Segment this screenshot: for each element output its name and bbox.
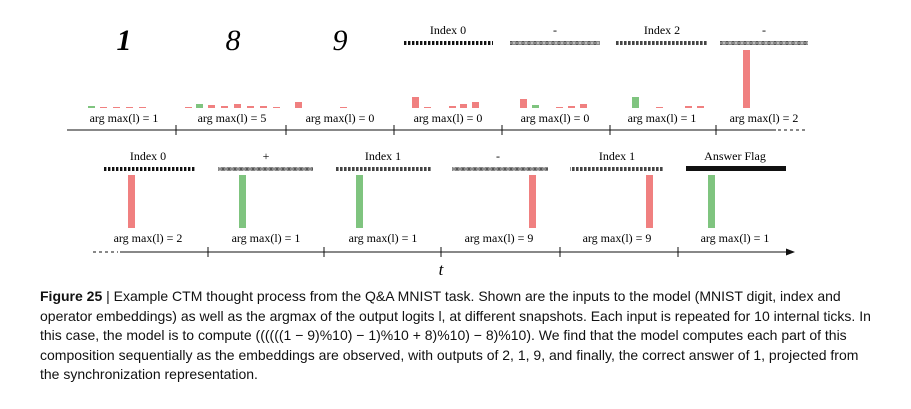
logit-bars-snapshot-6 [632,97,704,108]
embedding-label-plus: + [263,149,270,163]
argmax-label: arg max(l) = 2 [114,231,183,245]
digit-glyph: 1 [117,24,132,57]
embedding-label-index-0: Index 0 [430,23,466,37]
logit-bar [646,175,653,228]
argmax-label: arg max(l) = 9 [465,231,534,245]
embedding-label-index-1: Index 1 [365,149,401,163]
figure-caption: Figure 25 | Example CTM thought process … [40,287,880,385]
digit-input-8: 8 [226,24,241,57]
embedding-bar-plus [218,167,313,171]
digit-glyph: 8 [226,24,241,57]
caption-separator: | [102,288,114,304]
logit-bars-snapshot-4 [412,97,479,108]
logit-bar [128,175,135,228]
embedding-bar-index-0 [103,167,196,171]
argmax-label: arg max(l) = 0 [414,111,483,125]
embedding-bar-minus [452,167,548,171]
embedding-label-index-2: Index 2 [644,23,680,37]
digit-input-1: 1 [117,24,132,57]
logit-bars-snapshot-5 [520,99,587,108]
time-axis-label: t [439,260,445,279]
embedding-bar-minus [510,41,600,45]
caption-text: Example CTM thought process from the Q&A… [40,288,871,382]
embedding-bar-answer-flag [686,166,786,171]
embedding-label-index-1: Index 1 [599,149,635,163]
argmax-label: arg max(l) = 1 [232,231,301,245]
logit-bars-snapshot-1 [88,106,146,108]
logit-bar [239,175,246,228]
timeline-top [67,125,808,135]
logit-bar [708,175,715,228]
logit-bar [529,175,536,228]
digit-glyph: 9 [333,24,348,57]
embedding-bar-index-0 [403,41,493,45]
embedding-bar-minus [720,41,808,45]
logit-bars-snapshot-3 [295,102,347,108]
embedding-bar-index-1 [570,167,664,171]
cto-thought-process-figure: 1 8 9 Index 0 - Index 2 - [67,23,808,279]
embedding-label-minus: - [496,149,500,163]
embedding-bar-index-1 [335,167,431,171]
embedding-label-minus: - [762,23,766,37]
logit-bars-snapshot-7 [743,50,750,108]
caption-label: Figure 25 [40,288,103,304]
logit-bars-snapshot-2 [185,104,280,108]
embedding-label-minus: - [553,23,557,37]
embedding-label-index-0: Index 0 [130,149,166,163]
embedding-bar-index-2 [615,41,707,45]
argmax-label: arg max(l) = 9 [583,231,652,245]
argmax-label: arg max(l) = 1 [349,231,418,245]
argmax-label: arg max(l) = 1 [628,111,697,125]
argmax-label: arg max(l) = 1 [90,111,159,125]
argmax-label: arg max(l) = 5 [198,111,267,125]
digit-input-9: 9 [333,24,348,57]
argmax-label: arg max(l) = 2 [730,111,799,125]
argmax-label: arg max(l) = 0 [306,111,375,125]
argmax-label: arg max(l) = 1 [701,231,770,245]
timeline-bottom [93,247,795,257]
embedding-label-answer-flag: Answer Flag [704,149,766,163]
argmax-label: arg max(l) = 0 [521,111,590,125]
logit-bar [356,175,363,228]
